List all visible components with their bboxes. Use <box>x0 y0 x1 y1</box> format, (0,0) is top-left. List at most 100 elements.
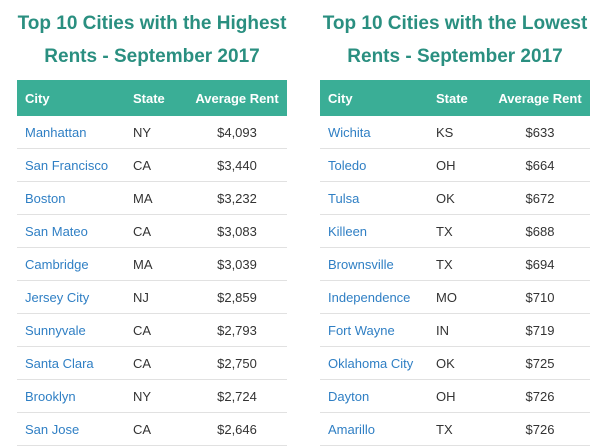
column-header-city: City <box>17 80 125 116</box>
state-cell: TX <box>428 214 490 248</box>
city-link[interactable]: San Jose <box>17 412 125 446</box>
table-row: Brooklyn NY $2,724 <box>17 379 287 413</box>
city-link[interactable]: San Mateo <box>17 214 125 248</box>
state-cell: CA <box>125 346 187 380</box>
highest-rents-table: City State Average Rent Manhattan NY $4,09… <box>17 80 287 446</box>
table-row: San Mateo CA $3,083 <box>17 214 287 248</box>
column-header-city: City <box>320 80 428 116</box>
table-row: Manhattan NY $4,093 <box>17 116 287 149</box>
table-row: Boston MA $3,232 <box>17 181 287 215</box>
average-rent-cell: $4,093 <box>187 116 287 149</box>
highest-rents-panel: Top 10 Cities with the Highest Rents - S… <box>17 0 287 446</box>
city-link[interactable]: Cambridge <box>17 247 125 281</box>
lowest-rents-title-line2: Rents - September 2017 <box>347 46 563 67</box>
table-header-row: City State Average Rent <box>17 80 287 116</box>
city-link[interactable]: Tulsa <box>320 181 428 215</box>
table-row: Fort Wayne IN $719 <box>320 313 590 347</box>
table-row: Killeen TX $688 <box>320 214 590 248</box>
average-rent-cell: $2,750 <box>187 346 287 380</box>
state-cell: NY <box>125 379 187 413</box>
average-rent-cell: $3,232 <box>187 181 287 215</box>
table-row: Tulsa OK $672 <box>320 181 590 215</box>
city-link[interactable]: Jersey City <box>17 280 125 314</box>
table-row: Wichita KS $633 <box>320 116 590 149</box>
table-row: San Jose CA $2,646 <box>17 412 287 446</box>
state-cell: CA <box>125 313 187 347</box>
lowest-rents-panel: Top 10 Cities with the Lowest Rents - Se… <box>320 0 590 446</box>
city-link[interactable]: Dayton <box>320 379 428 413</box>
city-link[interactable]: Oklahoma City <box>320 346 428 380</box>
state-cell: NJ <box>125 280 187 314</box>
state-cell: TX <box>428 247 490 281</box>
city-link[interactable]: Santa Clara <box>17 346 125 380</box>
city-link[interactable]: San Francisco <box>17 148 125 182</box>
table-row: San Francisco CA $3,440 <box>17 148 287 182</box>
lowest-rents-title-line1: Top 10 Cities with the Lowest <box>322 13 588 34</box>
state-cell: CA <box>125 214 187 248</box>
column-header-state: State <box>428 80 490 116</box>
table-row: Brownsville TX $694 <box>320 247 590 281</box>
average-rent-cell: $2,724 <box>187 379 287 413</box>
state-cell: MO <box>428 280 490 314</box>
lowest-rents-title: Top 10 Cities with the Lowest Rents - Se… <box>320 0 590 80</box>
table-row: Jersey City NJ $2,859 <box>17 280 287 314</box>
average-rent-cell: $694 <box>490 247 590 281</box>
city-link[interactable]: Wichita <box>320 116 428 149</box>
city-link[interactable]: Independence <box>320 280 428 314</box>
city-link[interactable]: Brooklyn <box>17 379 125 413</box>
average-rent-cell: $725 <box>490 346 590 380</box>
lowest-rents-rows: Wichita KS $633 Toledo OH $664 Tulsa OK $672 Kill… <box>320 116 590 446</box>
state-cell: OH <box>428 148 490 182</box>
average-rent-cell: $726 <box>490 412 590 446</box>
average-rent-cell: $688 <box>490 214 590 248</box>
city-link[interactable]: Killeen <box>320 214 428 248</box>
table-row: Independence MO $710 <box>320 280 590 314</box>
city-link[interactable]: Sunnyvale <box>17 313 125 347</box>
average-rent-cell: $3,083 <box>187 214 287 248</box>
highest-rents-title: Top 10 Cities with the Highest Rents - S… <box>17 0 287 80</box>
highest-rents-title-line2: Rents - September 2017 <box>44 46 260 67</box>
city-link[interactable]: Boston <box>17 181 125 215</box>
average-rent-cell: $2,859 <box>187 280 287 314</box>
state-cell: CA <box>125 412 187 446</box>
state-cell: OK <box>428 346 490 380</box>
city-link[interactable]: Toledo <box>320 148 428 182</box>
average-rent-cell: $2,646 <box>187 412 287 446</box>
state-cell: IN <box>428 313 490 347</box>
state-cell: OK <box>428 181 490 215</box>
column-header-average-rent: Average Rent <box>187 80 287 116</box>
table-row: Toledo OH $664 <box>320 148 590 182</box>
average-rent-cell: $719 <box>490 313 590 347</box>
city-link[interactable]: Fort Wayne <box>320 313 428 347</box>
table-row: Dayton OH $726 <box>320 379 590 413</box>
average-rent-cell: $2,793 <box>187 313 287 347</box>
city-link[interactable]: Amarillo <box>320 412 428 446</box>
table-row: Oklahoma City OK $725 <box>320 346 590 380</box>
highest-rents-rows: Manhattan NY $4,093 San Francisco CA $3,440 Bo… <box>17 116 287 446</box>
state-cell: NY <box>125 116 187 149</box>
city-link[interactable]: Brownsville <box>320 247 428 281</box>
state-cell: TX <box>428 412 490 446</box>
state-cell: MA <box>125 247 187 281</box>
table-row: Santa Clara CA $2,750 <box>17 346 287 380</box>
table-row: Amarillo TX $726 <box>320 412 590 446</box>
state-cell: OH <box>428 379 490 413</box>
city-link[interactable]: Manhattan <box>17 116 125 149</box>
average-rent-cell: $3,039 <box>187 247 287 281</box>
column-header-average-rent: Average Rent <box>490 80 590 116</box>
average-rent-cell: $633 <box>490 116 590 149</box>
table-row: Cambridge MA $3,039 <box>17 247 287 281</box>
average-rent-cell: $710 <box>490 280 590 314</box>
lowest-rents-table: City State Average Rent Wichita KS $633 Tol… <box>320 80 590 446</box>
average-rent-cell: $3,440 <box>187 148 287 182</box>
state-cell: KS <box>428 116 490 149</box>
average-rent-cell: $726 <box>490 379 590 413</box>
state-cell: MA <box>125 181 187 215</box>
average-rent-cell: $672 <box>490 181 590 215</box>
highest-rents-title-line1: Top 10 Cities with the Highest <box>17 13 287 34</box>
table-row: Sunnyvale CA $2,793 <box>17 313 287 347</box>
state-cell: CA <box>125 148 187 182</box>
table-header-row: City State Average Rent <box>320 80 590 116</box>
average-rent-cell: $664 <box>490 148 590 182</box>
column-header-state: State <box>125 80 187 116</box>
